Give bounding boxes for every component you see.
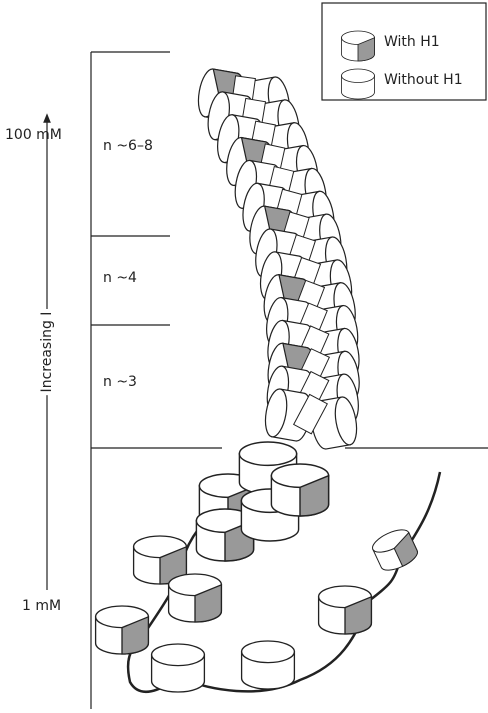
- nucleosome: [341, 68, 375, 100]
- nucleosome: [195, 508, 255, 562]
- nucleosome: [270, 463, 330, 517]
- legend-without: Without H1: [384, 72, 463, 88]
- cyl-h1: [357, 37, 375, 62]
- cyl-top: [334, 396, 358, 446]
- nucleosome: [150, 643, 206, 693]
- cyl-top: [240, 640, 296, 664]
- frame: [43, 51, 488, 709]
- cyl-h1: [299, 474, 330, 517]
- nucleosome: [317, 585, 373, 635]
- cyl-h1: [194, 583, 223, 623]
- cyl-top: [238, 441, 298, 467]
- legend: With H1 Without H1: [321, 2, 487, 101]
- level: n ~6–8: [103, 138, 153, 154]
- legend-with: With H1: [384, 34, 440, 50]
- nucleosome: [167, 573, 223, 623]
- nucleosome: [341, 30, 375, 62]
- nucleosome: [94, 605, 150, 655]
- linker: [293, 393, 328, 435]
- level: n ~3: [103, 374, 137, 390]
- axis-label: Increasing I: [39, 312, 55, 393]
- cyl-top: [150, 643, 206, 667]
- axis-top: 100 mM: [5, 127, 62, 143]
- axis-bottom: 1 mM: [22, 598, 61, 614]
- cyl-h1: [393, 531, 418, 567]
- level: n ~4: [103, 270, 137, 286]
- cyl-top: [341, 68, 375, 83]
- nucleosome: [372, 529, 418, 571]
- cyl-h1: [121, 615, 150, 655]
- nucleosome: [240, 640, 296, 690]
- cyl-top: [264, 388, 288, 438]
- cyl-h1: [344, 595, 373, 635]
